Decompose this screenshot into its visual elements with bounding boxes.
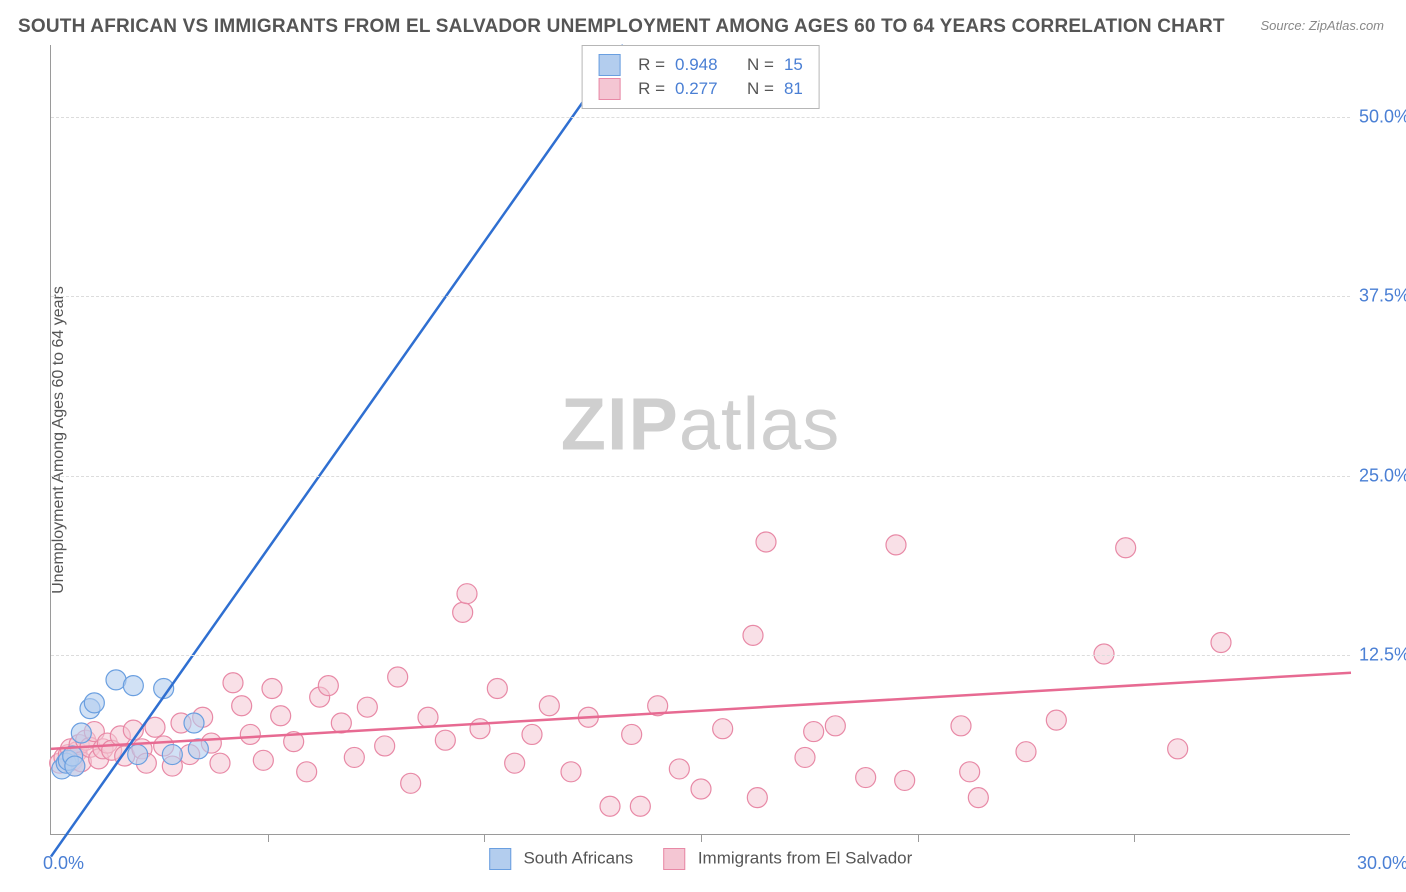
data-point <box>487 678 507 698</box>
y-tick-label: 37.5% <box>1355 286 1406 307</box>
data-point <box>344 747 364 767</box>
y-tick-label: 12.5% <box>1355 645 1406 666</box>
data-point <box>1094 644 1114 664</box>
chart-title: SOUTH AFRICAN VS IMMIGRANTS FROM EL SALV… <box>18 16 1225 38</box>
data-point <box>886 535 906 555</box>
data-point <box>804 722 824 742</box>
data-point <box>262 678 282 698</box>
stats-legend-row: R = 0.277 N = 81 <box>598 78 803 100</box>
legend-item-label: Immigrants from El Salvador <box>698 848 912 867</box>
series-legend: South Africans Immigrants from El Salvad… <box>489 848 913 870</box>
chart-svg <box>51 45 1350 834</box>
r-label: R = <box>638 55 665 75</box>
data-point <box>600 796 620 816</box>
r-value: 0.948 <box>675 55 718 75</box>
data-point <box>123 676 143 696</box>
data-point <box>539 696 559 716</box>
data-point <box>1116 538 1136 558</box>
data-point <box>435 730 455 750</box>
data-point <box>960 762 980 782</box>
data-point <box>331 713 351 733</box>
stats-legend-row: R = 0.948 N = 15 <box>598 54 803 76</box>
data-point <box>505 753 525 773</box>
legend-item: Immigrants from El Salvador <box>663 848 912 870</box>
data-point <box>210 753 230 773</box>
swatch-icon <box>663 848 685 870</box>
data-point <box>747 788 767 808</box>
data-point <box>453 602 473 622</box>
x-origin-label: 0.0% <box>43 853 84 874</box>
data-point <box>1016 742 1036 762</box>
r-value: 0.277 <box>675 79 718 99</box>
n-label: N = <box>747 79 774 99</box>
data-point <box>162 745 182 765</box>
swatch-icon <box>598 78 620 100</box>
data-point <box>522 724 542 744</box>
data-point <box>856 768 876 788</box>
x-tick <box>484 834 485 842</box>
data-point <box>1211 633 1231 653</box>
plot-area: Unemployment Among Ages 60 to 64 years Z… <box>50 45 1350 835</box>
data-point <box>457 584 477 604</box>
data-point <box>401 773 421 793</box>
data-point <box>895 770 915 790</box>
data-point <box>1168 739 1188 759</box>
data-point <box>128 745 148 765</box>
data-point <box>470 719 490 739</box>
data-point <box>297 762 317 782</box>
swatch-icon <box>598 54 620 76</box>
n-value: 81 <box>784 79 803 99</box>
data-point <box>223 673 243 693</box>
data-point <box>561 762 581 782</box>
y-tick-label: 25.0% <box>1355 465 1406 486</box>
data-point <box>253 750 273 770</box>
data-point <box>271 706 291 726</box>
data-point <box>375 736 395 756</box>
data-point <box>713 719 733 739</box>
data-point <box>232 696 252 716</box>
data-point <box>318 676 338 696</box>
x-max-label: 30.0% <box>1357 853 1406 874</box>
y-tick-label: 50.0% <box>1355 106 1406 127</box>
data-point <box>968 788 988 808</box>
legend-item-label: South Africans <box>523 848 633 867</box>
swatch-icon <box>489 848 511 870</box>
data-point <box>388 667 408 687</box>
data-point <box>951 716 971 736</box>
gridline-h <box>51 117 1350 118</box>
r-label: R = <box>638 79 665 99</box>
data-point <box>65 756 85 776</box>
x-tick <box>268 834 269 842</box>
x-tick <box>1134 834 1135 842</box>
data-point <box>630 796 650 816</box>
data-point <box>184 713 204 733</box>
n-label: N = <box>747 55 774 75</box>
gridline-h <box>51 655 1350 656</box>
data-point <box>1046 710 1066 730</box>
source-label: Source: ZipAtlas.com <box>1260 18 1384 33</box>
gridline-h <box>51 476 1350 477</box>
stats-legend: R = 0.948 N = 15 R = 0.277 N = 81 <box>581 45 820 109</box>
data-point <box>669 759 689 779</box>
data-point <box>756 532 776 552</box>
x-tick <box>918 834 919 842</box>
legend-item: South Africans <box>489 848 633 870</box>
data-point <box>418 707 438 727</box>
data-point <box>71 723 91 743</box>
data-point <box>84 693 104 713</box>
data-point <box>691 779 711 799</box>
x-tick <box>701 834 702 842</box>
data-point <box>825 716 845 736</box>
data-point <box>240 724 260 744</box>
gridline-h <box>51 296 1350 297</box>
data-point <box>795 747 815 767</box>
data-point <box>622 724 642 744</box>
data-point <box>743 625 763 645</box>
n-value: 15 <box>784 55 803 75</box>
data-point <box>357 697 377 717</box>
